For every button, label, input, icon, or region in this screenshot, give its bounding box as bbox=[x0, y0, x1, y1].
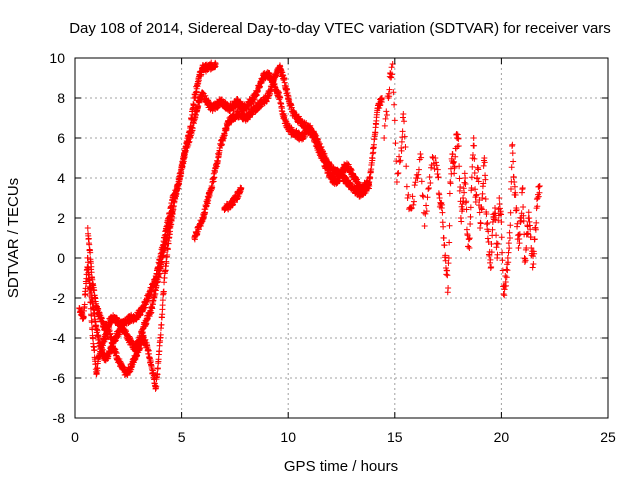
data-point-track-c bbox=[89, 298, 96, 305]
data-point-track-a bbox=[164, 251, 171, 258]
x-tick-label: 25 bbox=[600, 429, 616, 445]
data-point-track-c bbox=[88, 289, 95, 296]
data-point-track-c bbox=[156, 270, 163, 277]
data-point-track-a bbox=[80, 314, 87, 321]
data-points bbox=[76, 59, 543, 392]
y-tick-label: 6 bbox=[57, 130, 65, 146]
y-tick-label: 8 bbox=[57, 90, 65, 106]
data-point-track-c bbox=[167, 219, 174, 226]
data-point-track-a bbox=[163, 260, 170, 267]
data-point-track-a bbox=[212, 61, 219, 67]
data-point-track-b bbox=[84, 225, 91, 231]
y-tick-label: 2 bbox=[57, 210, 65, 226]
chart-title: Day 108 of 2014, Sidereal Day-to-day VTE… bbox=[69, 20, 611, 37]
data-point-track-b bbox=[189, 125, 196, 132]
data-point-track-c bbox=[162, 239, 169, 246]
y-tick-label: 4 bbox=[57, 170, 65, 186]
x-tick-label: 5 bbox=[178, 429, 186, 445]
data-point-track-a bbox=[157, 331, 164, 338]
data-point-track-b bbox=[370, 141, 377, 148]
data-point-track-a bbox=[85, 259, 92, 266]
y-tick-label: 0 bbox=[57, 250, 65, 266]
data-point-track-c bbox=[99, 346, 106, 353]
data-point-track-a bbox=[113, 350, 120, 357]
y-tick-label: -8 bbox=[53, 410, 66, 426]
data-point-track-c bbox=[86, 271, 93, 278]
data-point-track-c bbox=[170, 205, 177, 211]
data-point-track-a bbox=[90, 335, 97, 342]
data-point-track-c bbox=[164, 234, 171, 241]
data-point-track-b bbox=[170, 197, 177, 204]
data-point-track-b bbox=[202, 92, 209, 99]
x-tick-label: 10 bbox=[280, 429, 296, 445]
data-point-track-a bbox=[156, 348, 163, 355]
data-point-track-b bbox=[379, 95, 386, 101]
data-point-track-a bbox=[154, 365, 161, 372]
data-point-track-a bbox=[159, 297, 166, 304]
y-tick-label: -2 bbox=[53, 290, 66, 306]
y-tick-label: -4 bbox=[53, 330, 66, 346]
data-point-track-b bbox=[372, 129, 379, 136]
x-tick-label: 15 bbox=[387, 429, 403, 445]
data-point-track-b bbox=[180, 158, 187, 165]
data-point-track-b bbox=[87, 249, 94, 256]
data-point-track-b bbox=[186, 138, 193, 145]
data-point-track-a bbox=[160, 288, 167, 295]
data-point-track-c bbox=[149, 305, 156, 312]
x-axis-label: GPS time / hours bbox=[284, 458, 398, 475]
data-point-track-c bbox=[137, 336, 144, 343]
y-tick-label: -6 bbox=[53, 370, 66, 386]
y-axis-label: SDTVAR / TECUs bbox=[5, 178, 22, 298]
data-point-track-b bbox=[88, 263, 95, 270]
data-point-track-a bbox=[154, 371, 161, 378]
data-point-track-a bbox=[81, 301, 88, 308]
data-point-track-a bbox=[158, 321, 165, 328]
data-point-track-c bbox=[167, 217, 174, 224]
x-tick-label: 20 bbox=[494, 429, 510, 445]
data-point-track-a bbox=[91, 347, 98, 354]
y-tick-label: 10 bbox=[49, 50, 65, 66]
data-point-track-c bbox=[155, 274, 162, 281]
data-point-track-c bbox=[91, 310, 98, 317]
data-point-track-a bbox=[153, 383, 160, 390]
x-tick-label: 0 bbox=[71, 429, 79, 445]
data-point-track-c bbox=[97, 339, 104, 346]
data-point-track-b bbox=[277, 94, 284, 101]
